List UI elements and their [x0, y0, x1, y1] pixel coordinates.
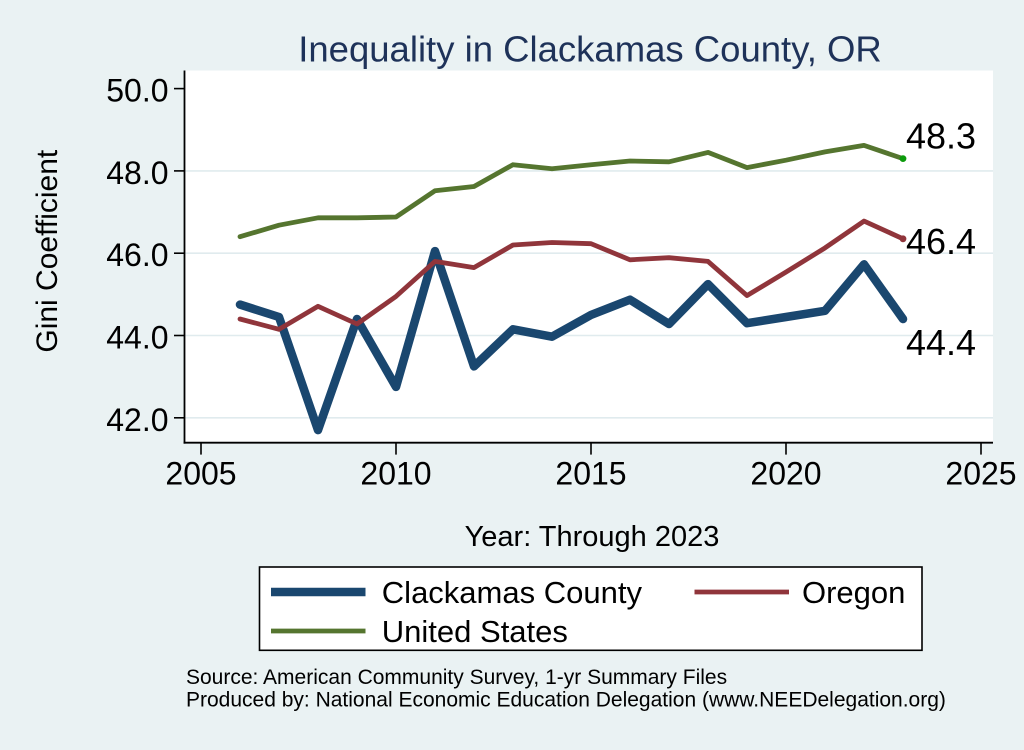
svg-text:Oregon: Oregon: [802, 575, 905, 610]
svg-text:Produced by: National Economic: Produced by: National Economic Education…: [186, 689, 946, 712]
svg-text:Gini Coefficient: Gini Coefficient: [31, 149, 64, 353]
svg-text:46.0: 46.0: [106, 237, 168, 273]
svg-text:2010: 2010: [360, 455, 431, 491]
svg-text:Inequality in Clackamas County: Inequality in Clackamas County, OR: [298, 28, 882, 69]
svg-text:2025: 2025: [945, 455, 1016, 491]
svg-text:42.0: 42.0: [106, 402, 168, 438]
svg-text:44.4: 44.4: [906, 322, 976, 363]
svg-text:Source: American Community Sur: Source: American Community Survey, 1-yr …: [186, 666, 727, 689]
svg-text:2015: 2015: [555, 455, 626, 491]
svg-text:48.0: 48.0: [106, 155, 168, 191]
svg-text:48.3: 48.3: [906, 116, 976, 157]
svg-text:46.4: 46.4: [906, 221, 976, 262]
svg-text:United States: United States: [382, 614, 568, 649]
svg-text:2020: 2020: [750, 455, 821, 491]
svg-text:Year: Through 2023: Year: Through 2023: [465, 521, 720, 553]
svg-text:44.0: 44.0: [106, 320, 168, 356]
svg-text:Clackamas County: Clackamas County: [382, 575, 643, 610]
svg-text:2005: 2005: [165, 455, 236, 491]
svg-text:50.0: 50.0: [106, 73, 168, 109]
